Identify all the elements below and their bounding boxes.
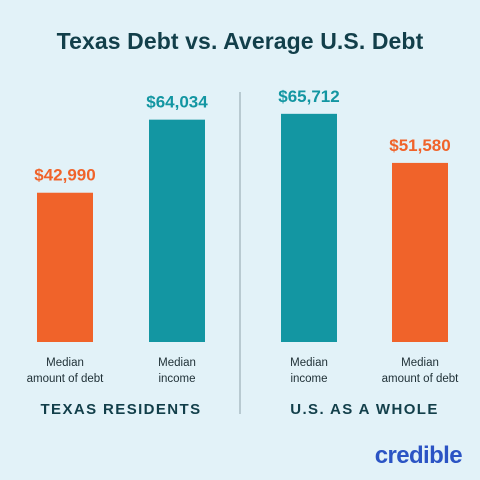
credible-logo: credible xyxy=(374,442,463,469)
group-label: TEXAS RESIDENTS xyxy=(40,401,201,418)
bar xyxy=(281,113,337,342)
category-label: income xyxy=(290,373,327,385)
bar xyxy=(37,192,93,342)
bar-value-label: $64,034 xyxy=(146,93,208,112)
chart-title: Texas Debt vs. Average U.S. Debt xyxy=(56,28,424,54)
category-label: Median xyxy=(290,357,328,369)
category-label: Median xyxy=(158,357,196,369)
category-label: Median xyxy=(401,357,439,369)
category-label: amount of debt xyxy=(382,373,460,385)
category-label: amount of debt xyxy=(27,373,105,385)
group-label: U.S. AS A WHOLE xyxy=(290,401,439,418)
category-label: Median xyxy=(46,357,84,369)
bar xyxy=(149,119,205,342)
bar-value-label: $42,990 xyxy=(34,166,95,185)
bar-value-label: $65,712 xyxy=(278,87,339,106)
category-label: income xyxy=(158,373,195,385)
bar xyxy=(392,162,448,342)
bar-value-label: $51,580 xyxy=(389,136,450,155)
